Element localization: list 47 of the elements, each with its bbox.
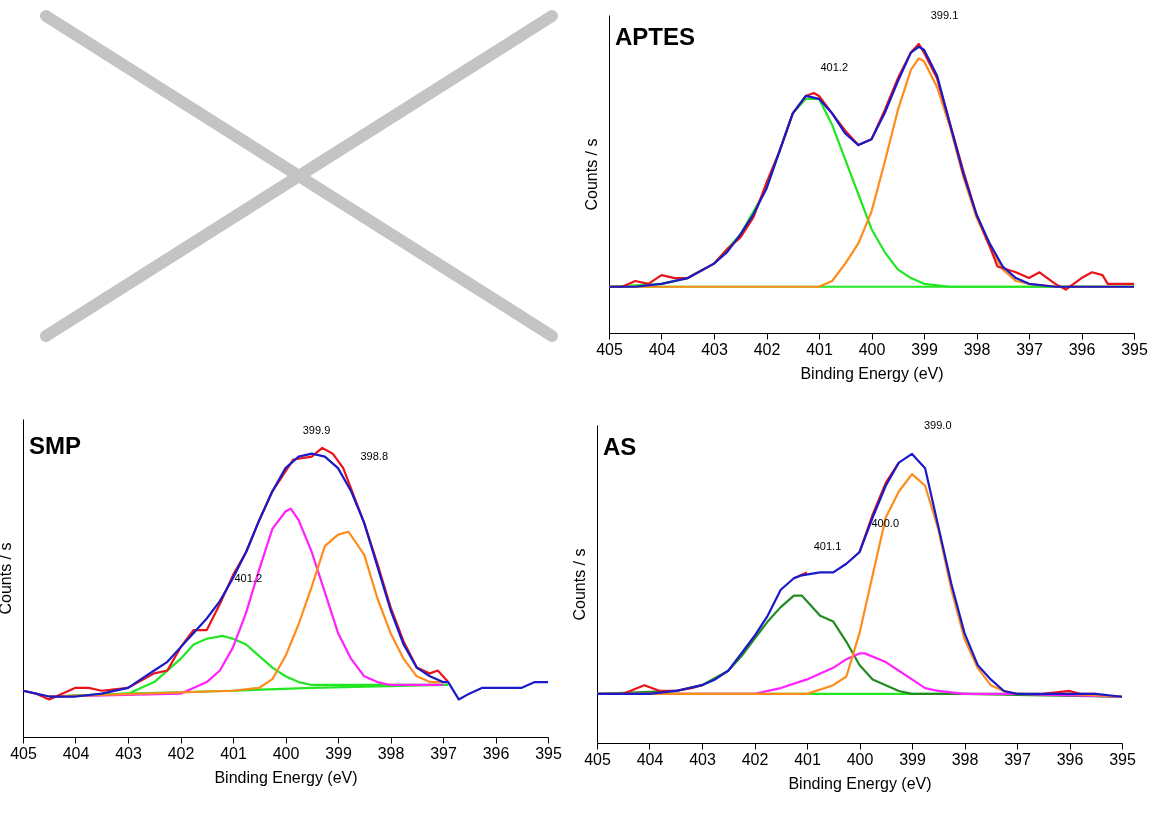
annotation: 398.8 bbox=[360, 450, 389, 463]
x-tick-label: 400 bbox=[858, 340, 886, 358]
x-tick-label: 401 bbox=[220, 744, 247, 762]
x-tick-label: 402 bbox=[167, 744, 195, 762]
x-tick-label: 402 bbox=[753, 340, 781, 358]
x-tick-label: 399 bbox=[911, 340, 938, 358]
x-tick-label: 404 bbox=[62, 744, 90, 762]
x-tick-label: 403 bbox=[115, 744, 142, 762]
x-tick-label: 401 bbox=[806, 340, 833, 358]
x-tick-label: 399 bbox=[899, 750, 926, 768]
x-tick-label: 404 bbox=[636, 750, 664, 768]
x-tick-label: 401 bbox=[794, 750, 821, 768]
x-axis-title: Binding Energy (eV) bbox=[800, 364, 944, 382]
annotation: 399.0 bbox=[924, 418, 952, 431]
x-tick-label: 404 bbox=[648, 340, 676, 358]
x-tick-label: 405 bbox=[10, 744, 37, 762]
x-tick-label: 398 bbox=[963, 340, 991, 358]
x-tick-label: 405 bbox=[584, 750, 611, 768]
x-tick-label: 397 bbox=[1016, 340, 1043, 358]
chart-title: AS bbox=[603, 432, 637, 460]
x-tick-label: 400 bbox=[272, 744, 300, 762]
x-tick-label: 397 bbox=[430, 744, 457, 762]
x-tick-label: 395 bbox=[1121, 340, 1148, 358]
x-tick-label: 399 bbox=[325, 744, 352, 762]
chart-title: APTES bbox=[615, 22, 696, 50]
x-tick-label: 396 bbox=[482, 744, 510, 762]
annotation: 399.9 bbox=[302, 424, 331, 437]
x-tick-label: 395 bbox=[535, 744, 562, 762]
y-axis-title: Counts / s bbox=[582, 138, 600, 211]
x-tick-label: 395 bbox=[1109, 750, 1136, 768]
chart-title: SMP bbox=[29, 432, 82, 459]
y-axis-title: Counts / s bbox=[570, 548, 588, 621]
annotation: 401.2 bbox=[820, 60, 849, 73]
x-tick-label: 403 bbox=[701, 340, 728, 358]
x-tick-label: 405 bbox=[596, 340, 623, 358]
x-tick-label: 396 bbox=[1056, 750, 1084, 768]
x-axis-title: Binding Energy (eV) bbox=[788, 774, 932, 792]
x-tick-label: 403 bbox=[689, 750, 716, 768]
x-tick-label: 398 bbox=[951, 750, 979, 768]
x-tick-label: 402 bbox=[741, 750, 769, 768]
annotation: 399.1 bbox=[930, 8, 959, 21]
annotation: 401.1 bbox=[813, 540, 842, 553]
x-tick-label: 396 bbox=[1068, 340, 1096, 358]
x-tick-label: 398 bbox=[377, 744, 405, 762]
x-tick-label: 397 bbox=[1004, 750, 1031, 768]
x-tick-label: 400 bbox=[846, 750, 874, 768]
x-axis-title: Binding Energy (eV) bbox=[214, 768, 358, 786]
